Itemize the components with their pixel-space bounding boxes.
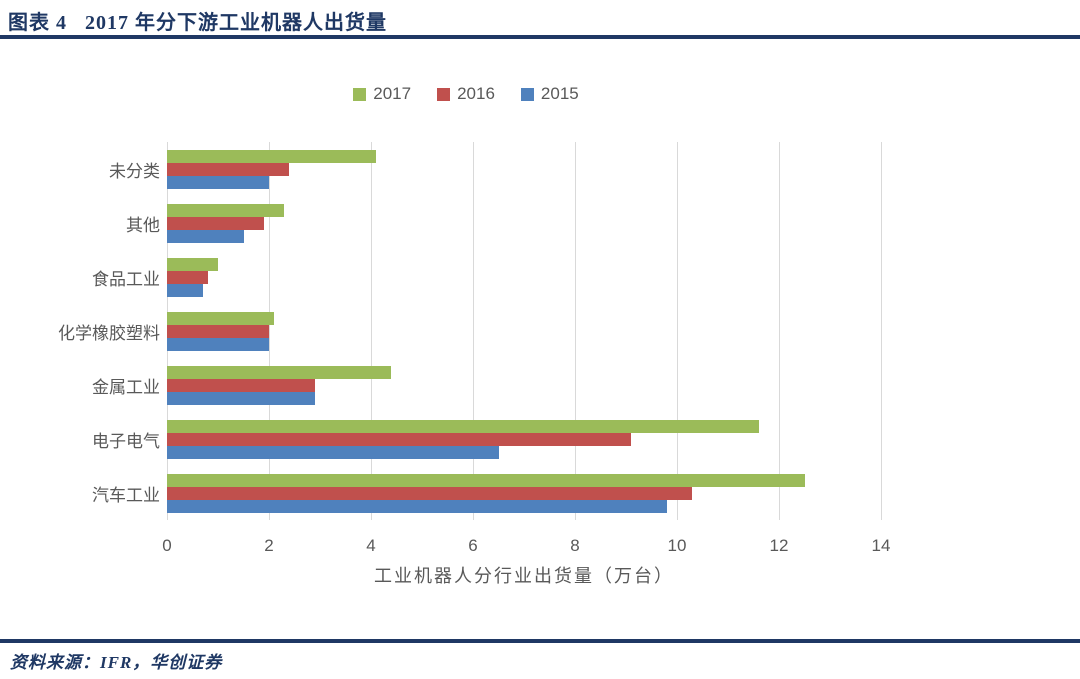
legend-item-2015: 2015	[520, 84, 579, 104]
gridline-x-4	[371, 142, 372, 520]
category-axis-labels: 未分类其他食品工业化学橡胶塑料金属工业电子电气汽车工业	[0, 142, 160, 520]
category-label: 食品工业	[92, 269, 160, 289]
category-label: 汽车工业	[92, 485, 160, 505]
bar-2016-汽车工业	[167, 486, 693, 500]
bar-2015-金属工业	[167, 391, 315, 405]
gridline-x-10	[677, 142, 678, 520]
legend-label: 2015	[540, 84, 579, 103]
bar-2015-其他	[167, 229, 244, 243]
legend-item-2017: 2017	[353, 84, 411, 104]
category-label: 金属工业	[92, 377, 160, 397]
bar-2016-未分类	[167, 162, 290, 176]
gridline-x-12	[779, 142, 780, 520]
x-tick-label: 8	[570, 536, 580, 555]
bar-2017-未分类	[167, 149, 377, 163]
category-label: 电子电气	[92, 431, 160, 451]
x-tick-label: 12	[769, 536, 789, 555]
source-note: 资料来源：IFR，华创证券	[10, 653, 223, 672]
legend-label: 2017	[373, 84, 412, 103]
x-tick-label: 14	[871, 536, 891, 555]
x-tick-label: 4	[366, 536, 376, 555]
bar-2017-电子电气	[167, 419, 759, 433]
legend-swatch-icon	[437, 87, 451, 101]
bar-2017-金属工业	[167, 365, 392, 379]
figure-title: 图表 4 2017 年分下游工业机器人出货量	[8, 12, 387, 34]
legend-swatch-icon	[353, 87, 367, 101]
x-axis-title: 工业机器人分行业出货量（万台）	[374, 566, 674, 586]
x-tick-label: 2	[264, 536, 274, 555]
x-tick-label: 10	[667, 536, 687, 555]
category-label: 未分类	[109, 161, 160, 181]
bar-2015-汽车工业	[167, 499, 667, 513]
x-axis-tick-labels: 0 2 4 6 8 10 12 14	[162, 536, 890, 558]
gridline-x-2	[269, 142, 270, 520]
bar-2015-未分类	[167, 175, 269, 189]
legend-item-2016: 2016	[437, 84, 495, 104]
bar-2016-化学橡胶塑料	[167, 324, 269, 338]
bar-2016-金属工业	[167, 378, 315, 392]
title-divider	[0, 35, 1080, 39]
bar-2016-其他	[167, 216, 264, 230]
bar-2015-食品工业	[167, 283, 203, 297]
bar-2017-化学橡胶塑料	[167, 311, 275, 325]
bar-2016-电子电气	[167, 432, 632, 446]
chart-legend: 2017 2016 2015	[109, 84, 823, 104]
legend-swatch-icon	[520, 87, 534, 101]
bar-2017-食品工业	[167, 257, 218, 271]
bar-2015-电子电气	[167, 445, 499, 459]
category-label: 其他	[126, 215, 160, 235]
bar-2017-汽车工业	[167, 473, 805, 487]
plot-area	[167, 142, 882, 520]
x-tick-label: 0	[162, 536, 172, 555]
category-label: 化学橡胶塑料	[58, 323, 160, 343]
x-tick-label: 6	[468, 536, 478, 555]
bar-2015-化学橡胶塑料	[167, 337, 269, 351]
gridline-x-6	[473, 142, 474, 520]
gridline-x-8	[575, 142, 576, 520]
gridline-x-14	[881, 142, 882, 520]
footer-divider	[0, 639, 1080, 643]
legend-label: 2016	[457, 84, 495, 103]
bar-2017-其他	[167, 203, 285, 217]
bar-2016-食品工业	[167, 270, 208, 284]
